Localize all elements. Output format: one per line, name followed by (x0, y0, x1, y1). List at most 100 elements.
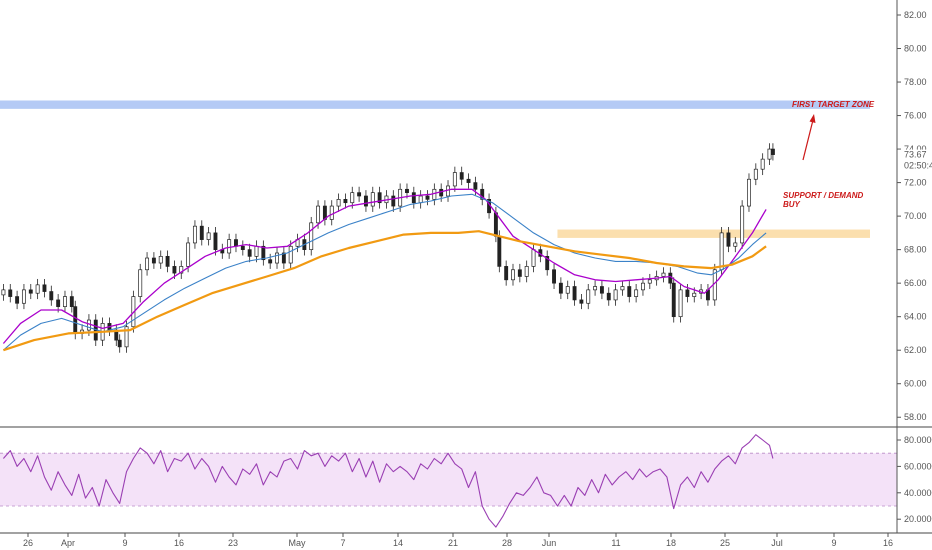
candle-body (8, 289, 13, 297)
candle-body (531, 249, 536, 267)
price-tick-label: 58.00 (904, 412, 927, 422)
candle-body (558, 282, 563, 294)
candle-body (726, 232, 731, 247)
candle-body (377, 192, 382, 204)
candle-body (56, 299, 61, 307)
candle-body (692, 292, 697, 297)
candle-body (719, 232, 724, 271)
candle-body (117, 339, 122, 348)
candle-body (504, 266, 509, 281)
time-tick-label: 16 (174, 538, 184, 548)
rsi-band (0, 453, 897, 506)
candle-body (647, 279, 652, 284)
price-tick-label: 62.00 (904, 345, 927, 355)
candle-body (145, 257, 150, 271)
candle-body (572, 286, 577, 301)
candle-body (452, 172, 457, 187)
support-demand-label: SUPPORT / DEMAND (783, 191, 864, 200)
candle-body (35, 284, 40, 294)
rsi-tick-label: 60.0000 (904, 461, 932, 471)
last-price-label: 73.67 (904, 150, 927, 160)
rsi-line (2, 434, 774, 528)
candle-body (620, 286, 625, 291)
candle-body (21, 289, 26, 304)
price-tick-label: 70.00 (904, 211, 927, 221)
candle-body (363, 195, 368, 207)
candle-body (586, 289, 591, 304)
price-tick-label: 80.00 (904, 44, 927, 54)
candle-body (661, 272, 666, 277)
price-tick-label: 60.00 (904, 379, 927, 389)
candle-body (42, 284, 47, 292)
candle-body (343, 199, 348, 204)
candle-body (767, 148, 772, 160)
candle-body (685, 289, 690, 297)
price-pane (0, 100, 870, 353)
countdown-timer-label: 02:50:45 (904, 161, 932, 171)
time-tick-label: 21 (448, 538, 458, 548)
candle-body (565, 286, 570, 294)
candle-body (524, 266, 529, 277)
time-tick-label: Jun (542, 538, 557, 548)
candle-body (124, 326, 129, 348)
candle-body (493, 212, 498, 237)
candle-body (740, 205, 745, 244)
candle-body (480, 188, 485, 200)
time-tick-label: 7 (340, 538, 345, 548)
candle-body (552, 269, 556, 284)
zone-1 (557, 229, 870, 238)
first-target-zone-label: FIRST TARGET ZONE (792, 100, 875, 109)
moving-average-3 (3, 230, 767, 352)
candle-body (240, 245, 245, 250)
candle-body (545, 255, 550, 271)
candle-body (179, 266, 184, 274)
candle-body (28, 289, 33, 294)
candle-body (63, 296, 67, 307)
candle-body (254, 245, 259, 257)
candle-body (281, 252, 286, 264)
price-tick-label: 64.00 (904, 312, 927, 322)
price-tick-label: 72.00 (904, 178, 927, 188)
time-tick-label: 9 (831, 538, 836, 548)
last-price-box (898, 149, 932, 167)
candle-body (15, 296, 20, 304)
rsi-tick-label: 20.0000 (904, 514, 932, 524)
candle-body (760, 158, 765, 170)
buy-label: BUY (783, 200, 801, 209)
price-tick-label: 82.00 (904, 10, 927, 20)
candle-body (579, 299, 584, 304)
candle-body (733, 242, 738, 247)
candle-body (613, 289, 618, 301)
candle-body (357, 192, 362, 197)
candle-body (206, 232, 211, 240)
candle-body (165, 255, 170, 267)
candle-body (627, 286, 632, 297)
zone-0 (0, 100, 870, 109)
candle-body (606, 292, 611, 301)
candle-body (350, 192, 355, 204)
candle-body (199, 225, 204, 240)
time-tick-label: 28 (502, 538, 512, 548)
candle-body (459, 172, 464, 180)
candle-body (770, 148, 775, 155)
time-tick-label: 11 (611, 538, 620, 548)
candle-body (268, 259, 273, 264)
time-tick-label: 9 (122, 538, 127, 548)
candle-body (151, 257, 156, 264)
time-tick-label: 14 (393, 538, 403, 548)
candle-body (497, 235, 502, 267)
candle-body (309, 222, 314, 250)
time-tick-label: Jul (771, 538, 783, 548)
candle-body (753, 168, 758, 180)
candle-body (511, 269, 515, 281)
candle-body (234, 239, 238, 247)
price-tick-label: 76.00 (904, 111, 927, 121)
candle-body (316, 205, 321, 224)
time-tick-label: 26 (23, 538, 33, 548)
price-tick-label: 74.00 (904, 144, 927, 154)
rsi-tick-label: 40.0000 (904, 488, 932, 498)
candle-body (86, 319, 91, 331)
candle-body (411, 192, 416, 204)
candle-body (275, 252, 279, 264)
